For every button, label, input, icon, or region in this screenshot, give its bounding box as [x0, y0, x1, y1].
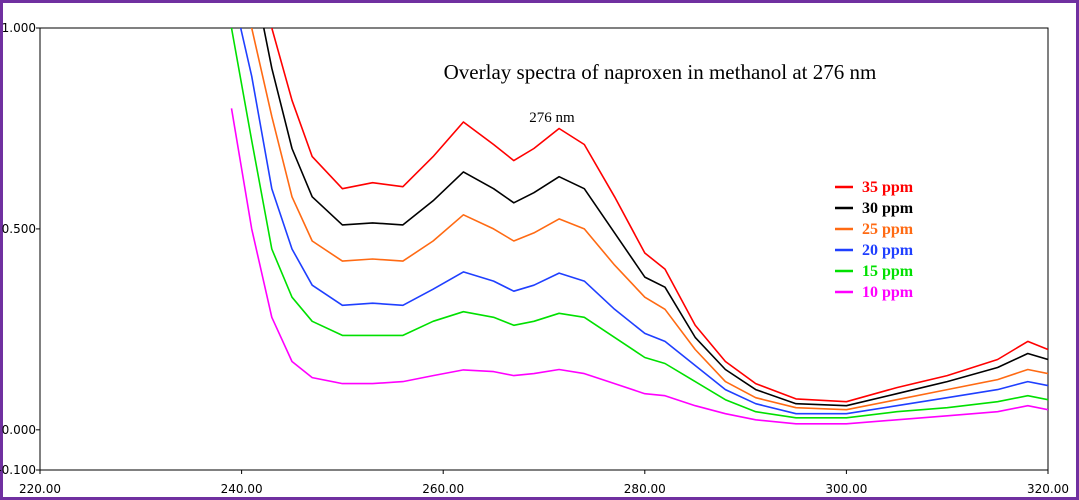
plot-lines	[230, 28, 1048, 425]
legend-label: 35 ppm	[862, 179, 914, 196]
legend-label: 10 ppm	[862, 284, 914, 301]
x-tick-label: 280.00	[624, 482, 666, 496]
x-tick-label: 320.00	[1027, 482, 1069, 496]
legend-label: 30 ppm	[862, 200, 914, 217]
x-tick-label: 260.00	[422, 482, 464, 496]
series-line	[230, 28, 1048, 419]
legend-label: 25 ppm	[862, 221, 914, 238]
y-tick-label: 0.000	[2, 423, 36, 437]
annotation: 276 nm	[529, 110, 575, 126]
series-line	[230, 108, 1048, 425]
y-tick-label: 0.500	[2, 222, 36, 236]
x-tick-label: 300.00	[825, 482, 867, 496]
legend-label: 15 ppm	[862, 263, 914, 280]
series-line	[250, 28, 1048, 411]
series-line	[239, 28, 1048, 415]
x-tick-label: 220.00	[19, 482, 61, 496]
plot-area	[39, 27, 1049, 471]
chart-title: Overlay spectra of naproxen in methanol …	[444, 60, 877, 84]
series-line	[262, 28, 1048, 407]
legend-label: 20 ppm	[862, 242, 914, 259]
y-tick-label: -0.100	[0, 463, 36, 477]
y-tick-label: 1.000	[2, 21, 36, 35]
x-tick-label: 240.00	[221, 482, 263, 496]
series-line	[270, 28, 1048, 403]
